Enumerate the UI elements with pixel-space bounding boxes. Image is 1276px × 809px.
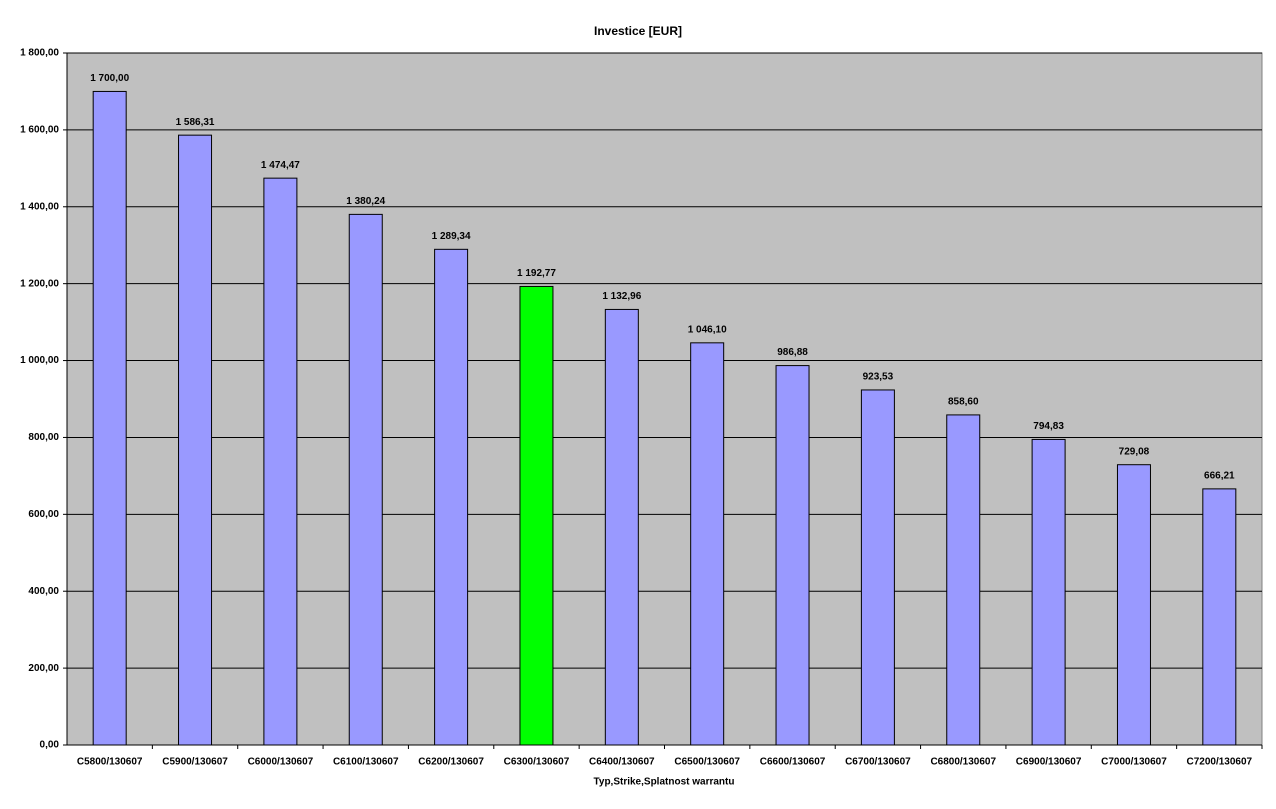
plot-area xyxy=(66,52,1263,746)
bar xyxy=(946,414,981,746)
x-tick-label: C6500/130607 xyxy=(674,757,740,768)
y-tick-label: 200,00 xyxy=(28,663,59,674)
bar xyxy=(348,213,383,746)
value-label: 1 132,96 xyxy=(602,291,641,302)
bar xyxy=(860,389,895,746)
x-axis-label: Typ,Strike,Splatnost warrantu xyxy=(594,777,735,788)
bar xyxy=(1202,488,1237,746)
bar xyxy=(92,90,127,746)
y-tick-label: 800,00 xyxy=(28,432,59,443)
y-tick-label: 1 800,00 xyxy=(20,48,59,59)
x-tick-label: C6700/130607 xyxy=(845,757,911,768)
bar xyxy=(604,308,639,746)
value-label: 1 192,77 xyxy=(517,268,556,279)
y-tick-label: 1 000,00 xyxy=(20,355,59,366)
y-tick-label: 0,00 xyxy=(40,740,60,751)
value-label: 923,53 xyxy=(863,372,894,383)
y-tick-label: 1 200,00 xyxy=(20,278,59,289)
y-tick-label: 1 400,00 xyxy=(20,201,59,212)
chart-title: Investice [EUR] xyxy=(594,24,682,38)
x-tick-label: C5800/130607 xyxy=(77,757,143,768)
bar xyxy=(775,365,810,746)
x-tick-label: C6000/130607 xyxy=(248,757,314,768)
bar xyxy=(690,342,725,746)
x-tick-label: C7000/130607 xyxy=(1101,757,1167,768)
x-tick-label: C5900/130607 xyxy=(162,757,228,768)
bar xyxy=(263,177,298,746)
x-tick-label: C6300/130607 xyxy=(504,757,570,768)
x-tick-label: C6900/130607 xyxy=(1016,757,1082,768)
bar xyxy=(434,248,469,746)
value-label: 1 046,10 xyxy=(688,324,727,335)
bar xyxy=(1116,464,1151,746)
x-tick-label: C6600/130607 xyxy=(760,757,826,768)
value-label: 1 474,47 xyxy=(261,160,300,171)
bar xyxy=(519,285,554,746)
value-label: 729,08 xyxy=(1119,446,1150,457)
y-tick-label: 600,00 xyxy=(28,509,59,520)
value-label: 1 380,24 xyxy=(346,196,385,207)
x-tick-label: C7200/130607 xyxy=(1187,757,1253,768)
y-tick-label: 1 600,00 xyxy=(20,125,59,136)
value-label: 858,60 xyxy=(948,397,979,408)
x-tick-label: C6200/130607 xyxy=(418,757,484,768)
value-label: 794,83 xyxy=(1033,421,1064,432)
x-tick-label: C6400/130607 xyxy=(589,757,655,768)
value-label: 1 700,00 xyxy=(90,73,129,84)
bar xyxy=(178,134,213,746)
value-label: 986,88 xyxy=(777,347,808,358)
value-label: 1 586,31 xyxy=(176,117,215,128)
x-tick-label: C6800/130607 xyxy=(930,757,996,768)
value-label: 666,21 xyxy=(1204,471,1235,482)
bar xyxy=(1031,438,1066,746)
value-label: 1 289,34 xyxy=(432,231,471,242)
x-tick-label: C6100/130607 xyxy=(333,757,399,768)
y-tick-label: 400,00 xyxy=(28,586,59,597)
